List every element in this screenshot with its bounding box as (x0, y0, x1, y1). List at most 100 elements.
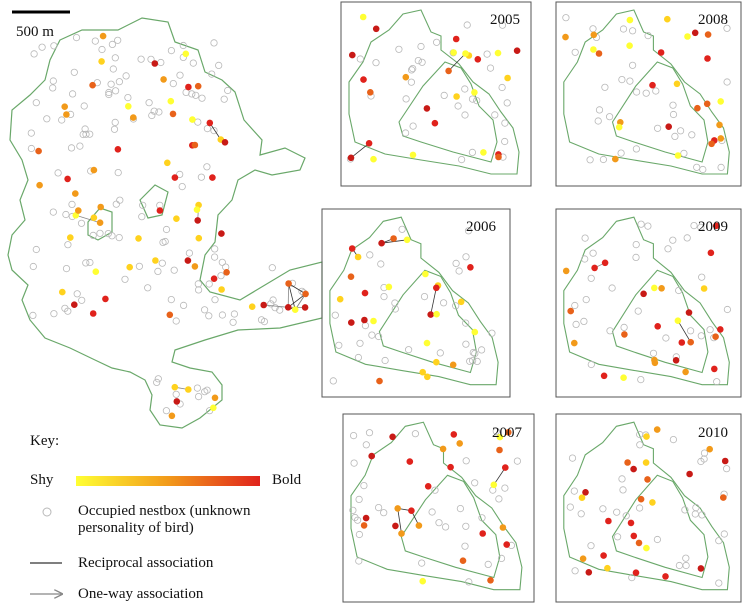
nestbox-occupied-bird (168, 412, 176, 420)
nestbox-occupied-bird (156, 207, 164, 214)
nestbox-occupied-bird (389, 433, 396, 441)
nestbox-occupied-bird (626, 42, 633, 49)
nestbox-occupied-bird (89, 81, 96, 89)
nestbox-empty (179, 41, 187, 50)
nestbox-empty (220, 95, 228, 103)
nestbox-occupied-bird (450, 49, 457, 56)
nestbox-empty (452, 259, 460, 267)
nestbox-empty (471, 349, 479, 358)
nestbox-empty (688, 131, 696, 139)
nestbox-empty (112, 200, 120, 208)
nestbox-occupied-bird (67, 234, 74, 241)
nestbox-occupied-bird (453, 93, 460, 100)
nestbox-empty (108, 40, 117, 49)
nestbox-empty (700, 449, 709, 457)
nestbox-empty (462, 522, 470, 530)
nestbox-empty (465, 578, 473, 586)
main-map-network (27, 32, 309, 420)
nestbox-occupied-bird (642, 459, 650, 466)
nestbox-occupied-bird (502, 464, 509, 471)
nestbox-empty (436, 349, 444, 357)
nestbox-empty (483, 50, 491, 58)
nestbox-occupied-bird (495, 153, 502, 161)
nestbox-empty (441, 523, 450, 531)
nestbox-empty (362, 441, 370, 449)
reciprocal-association-line (287, 293, 306, 308)
nestbox-empty (715, 537, 723, 545)
nestbox-occupied-bird (490, 481, 498, 489)
nestbox-empty (626, 77, 634, 85)
nestbox-empty (205, 280, 213, 288)
nestbox-empty (86, 258, 94, 267)
nestbox-empty (698, 511, 706, 519)
nestbox-occupied-bird (682, 368, 689, 376)
year-panel-network (329, 216, 499, 386)
nestbox-occupied-bird (367, 89, 374, 96)
nestbox-occupied-bird (452, 35, 460, 43)
reciprocal-association-line (677, 320, 692, 343)
nestbox-occupied-bird (130, 114, 137, 121)
nestbox-empty (669, 110, 678, 119)
nestbox-occupied-bird (579, 555, 587, 562)
nestbox-empty (697, 223, 705, 231)
nestbox-occupied-bird (687, 338, 694, 346)
nestbox-empty (473, 97, 481, 105)
nestbox-empty (618, 475, 626, 483)
nestbox-occupied-bird (707, 249, 715, 257)
panel-woodland-inner-boundary (398, 61, 498, 163)
nestbox-occupied-bird (431, 119, 439, 127)
nestbox-empty (122, 72, 130, 80)
nestbox-empty (104, 230, 112, 238)
nestbox-empty (468, 357, 477, 365)
nestbox-occupied-bird (700, 285, 708, 292)
nestbox-occupied-bird (370, 317, 377, 325)
nestbox-occupied-bird (211, 394, 219, 402)
nestbox-occupied-bird (674, 152, 682, 159)
nestbox-empty (205, 312, 213, 320)
nestbox-empty (619, 486, 627, 494)
nestbox-occupied-bird (678, 339, 686, 346)
nestbox-empty (374, 332, 383, 341)
nestbox-empty (161, 237, 169, 246)
nestbox-empty (86, 130, 94, 138)
nestbox-empty (463, 21, 471, 29)
nestbox-occupied-bird (72, 190, 79, 197)
nestbox-occupied-bird (600, 372, 608, 380)
nestbox-empty (194, 118, 202, 126)
nestbox-empty (682, 554, 690, 562)
nestbox-empty (478, 514, 486, 522)
nestbox-empty (215, 61, 223, 70)
nestbox-occupied-bird (720, 494, 727, 501)
nestbox-occupied-bird (439, 445, 447, 453)
nestbox-occupied-bird (96, 219, 104, 226)
nestbox-empty (723, 24, 731, 32)
nestbox-empty (374, 503, 383, 512)
nestbox-occupied-bird (706, 445, 713, 453)
nestbox-empty (50, 310, 58, 318)
nestbox-occupied-bird (365, 140, 373, 147)
nestbox-occupied-bird (171, 383, 179, 391)
nestbox-occupied-bird (462, 50, 469, 57)
panel-woodland-boundary (348, 9, 520, 175)
nestbox-occupied-bird (151, 60, 159, 67)
nestbox-empty (562, 14, 570, 22)
nestbox-empty (622, 512, 630, 520)
nestbox-occupied-bird (63, 111, 70, 118)
nestbox-empty (571, 301, 579, 310)
nestbox-occupied-bird (376, 377, 383, 385)
reciprocal-association-line (288, 283, 296, 310)
key-title: Key: (30, 433, 60, 449)
nestbox-empty (38, 43, 46, 51)
nestbox-empty (571, 48, 579, 56)
nestbox-empty (353, 516, 362, 524)
key-oneway-label: One-way association (78, 586, 204, 602)
nestbox-empty (477, 346, 486, 354)
nestbox-occupied-bird (160, 76, 167, 83)
nestbox-empty (176, 71, 184, 79)
nestbox-empty (693, 163, 701, 171)
nestbox-empty (571, 567, 579, 575)
nestbox-empty (138, 213, 146, 221)
nestbox-empty (268, 264, 276, 272)
nestbox-occupied-bird (394, 505, 402, 512)
nestbox-occupied-bird (102, 295, 109, 303)
